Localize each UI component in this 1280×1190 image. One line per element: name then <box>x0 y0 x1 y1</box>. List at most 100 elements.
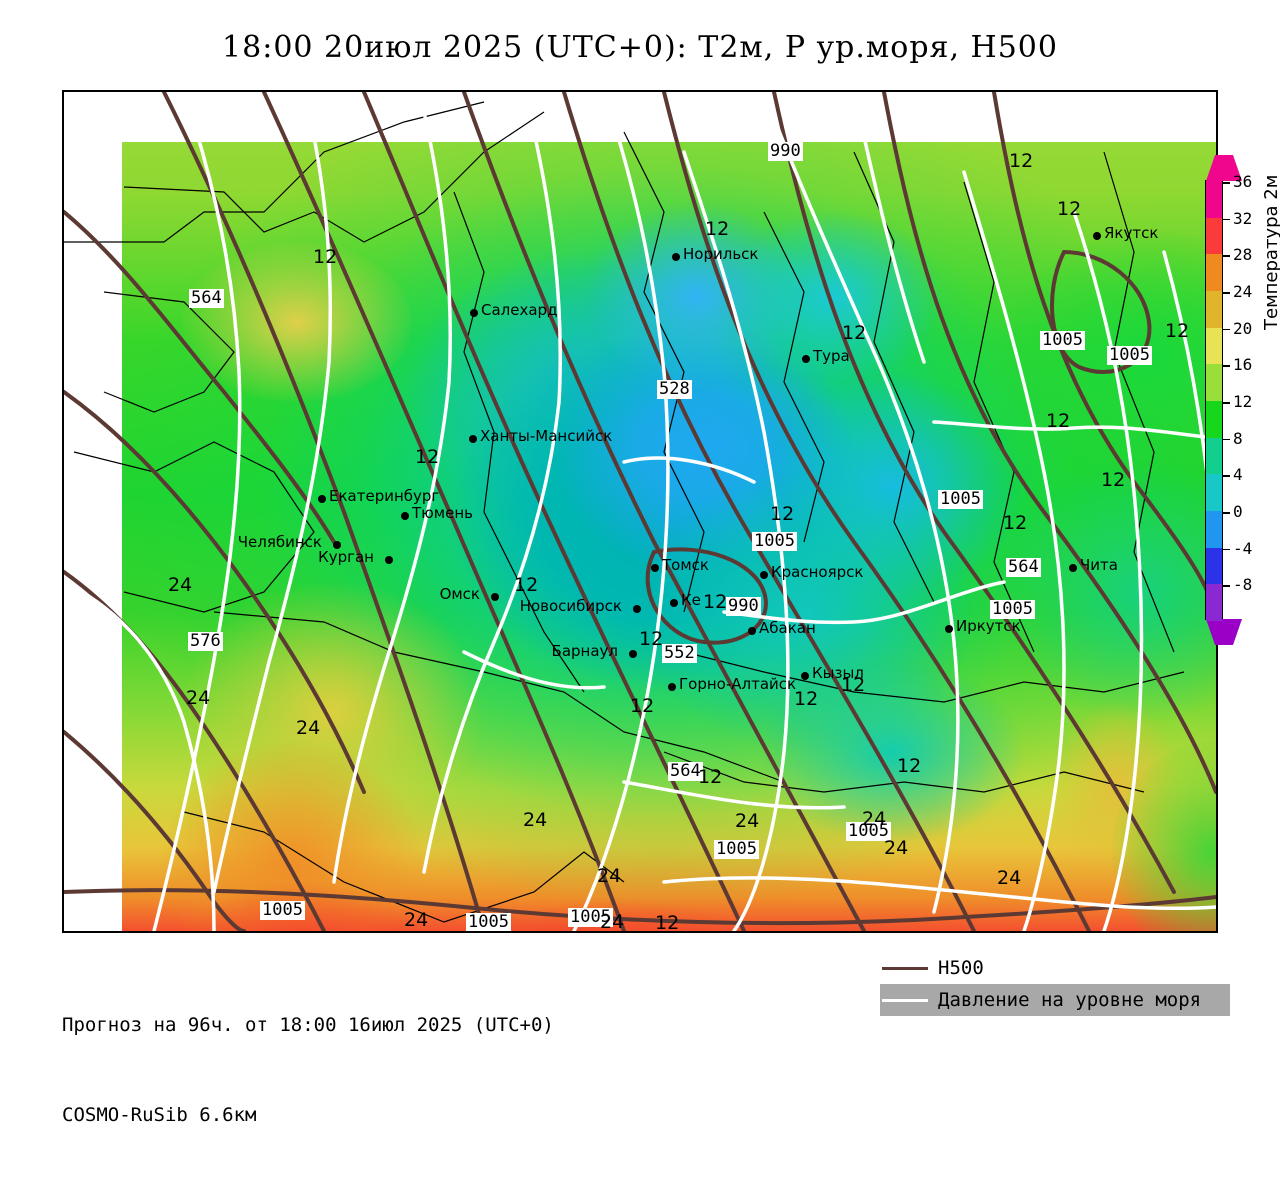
city-label: Якутск <box>1104 224 1159 242</box>
map-canvas: 990 1005 1005 1005 1005 1005 1005 1005 1005 1005 1… <box>64 92 1216 931</box>
temperature-contour-label: 24 <box>735 810 760 832</box>
h500-contour-label: 564 <box>189 288 224 308</box>
city-dot-icon <box>1069 564 1077 572</box>
city-label: Чита <box>1080 556 1118 574</box>
temperature-contour-label: 12 <box>655 912 680 932</box>
city-dot-icon <box>802 355 810 363</box>
colorbar-tick <box>1223 475 1230 477</box>
city-dot-icon <box>760 571 768 579</box>
temperature-contour-label: 24 <box>296 717 321 739</box>
mslp-contour-label: 1005 <box>990 599 1035 619</box>
city-dot-icon <box>668 683 676 691</box>
forecast-lead-text: Прогноз на 96ч. от 18:00 16июл 2025 (UTC… <box>62 1014 554 1036</box>
city-label: Новосибирск <box>519 597 622 615</box>
city-label: Ке <box>681 591 701 609</box>
temperature-contour-label: 12 <box>698 766 723 788</box>
colorbar-tick <box>1223 328 1230 331</box>
city-dot-icon <box>672 253 680 261</box>
colorbar-tick <box>1223 585 1230 587</box>
h500-legend-label: Н500 <box>938 957 984 979</box>
city-label: Абакан <box>759 619 816 637</box>
colorbar-tick-label: 8 <box>1233 428 1243 448</box>
temperature-contour-label: 12 <box>794 688 819 710</box>
colorbar-tick <box>1223 292 1230 294</box>
temperature-contour-label: 12 <box>770 503 795 525</box>
temperature-contour-label: 24 <box>186 687 211 709</box>
colorbar-tick <box>1223 548 1230 551</box>
temperature-contour-label: 24 <box>862 808 887 830</box>
temperature-contour-label: 24 <box>168 574 193 596</box>
temperature-contour-label: 12 <box>415 446 440 468</box>
mslp-contour-label: 990 <box>726 596 761 616</box>
city-dot-icon <box>318 495 326 503</box>
colorbar-segment <box>1206 401 1222 438</box>
city-dot-icon <box>333 541 341 549</box>
colorbar-tick-label: 12 <box>1233 392 1253 411</box>
legend-row-mslp: Давление на уровне моря <box>880 984 1230 1016</box>
mslp-contour-label: 1005 <box>714 839 759 859</box>
colorbar-tick-label: 20 <box>1233 318 1253 338</box>
mslp-line-swatch <box>882 999 928 1002</box>
h500-contour-label: 552 <box>662 643 697 663</box>
mslp-contours <box>64 92 1216 931</box>
map-frame[interactable]: 990 1005 1005 1005 1005 1005 1005 1005 1005 1005 1… <box>62 90 1218 933</box>
colorbar-over-arrow <box>1206 155 1242 181</box>
city-dot-icon <box>651 564 659 572</box>
temperature-blobs <box>122 142 1216 931</box>
colorbar-tick-label: 0 <box>1233 502 1243 521</box>
colorbar-segment <box>1206 327 1222 365</box>
temperature-contour-label: 24 <box>997 867 1022 889</box>
city-label: Норильск <box>683 245 759 263</box>
colorbar-strip <box>1205 155 1242 645</box>
legend-row-h500: Н500 <box>880 952 1230 984</box>
city-dot-icon <box>670 599 678 607</box>
colorbar-tick-label: -8 <box>1233 575 1253 595</box>
colorbar-segment <box>1206 547 1222 585</box>
city-label: Екатеринбург <box>329 487 440 505</box>
city-label: Кызыл <box>812 664 864 682</box>
city-dot-icon <box>385 556 393 564</box>
page-title: 18:00 20июл 2025 (UTC+0): Т2м, Р ур.моря… <box>222 30 1058 65</box>
city-dot-icon <box>401 512 409 520</box>
city-label: Челябинск <box>237 533 322 551</box>
city-dot-icon <box>1093 232 1101 240</box>
temperature-contour-label: 12 <box>1057 198 1082 220</box>
temperature-contour-label: 12 <box>1009 150 1034 172</box>
contour-overlay <box>64 92 1216 931</box>
mslp-contour-label: 1005 <box>752 531 797 551</box>
temperature-contour-label: 12 <box>841 674 866 696</box>
temperature-contour-label: 12 <box>1165 320 1190 342</box>
colorbar-segment <box>1206 364 1222 401</box>
colorbar-segment <box>1206 181 1222 218</box>
colorbar-tick <box>1223 402 1230 404</box>
city-label: Красноярск <box>771 563 864 581</box>
mslp-contour-label: 1005 <box>568 907 613 927</box>
mslp-contour-label: 1005 <box>1107 345 1152 365</box>
city-label: Тура <box>813 347 850 365</box>
colorbar-tick-label: 32 <box>1233 208 1253 228</box>
city-label: Курган <box>318 548 374 566</box>
city-label: Горно-Алтайск <box>679 675 797 693</box>
mslp-contour-label: 1005 <box>260 900 305 920</box>
city-label: Омск <box>439 585 480 603</box>
temperature-contour-label: 24 <box>600 911 625 932</box>
city-label: Ханты-Мансийск <box>480 427 613 445</box>
colorbar-segment <box>1206 474 1222 511</box>
h500-contours <box>64 92 1216 931</box>
temperature-contour-label: 12 <box>1101 469 1126 491</box>
colorbar-tick <box>1223 182 1230 184</box>
colorbar-tick <box>1223 365 1230 367</box>
map-legend: Н500 Давление на уровне моря <box>880 952 1230 1016</box>
city-dot-icon <box>491 593 499 601</box>
city-label: Томск <box>662 556 709 574</box>
colorbar-tick <box>1223 438 1230 441</box>
mslp-contour-label: 990 <box>768 141 803 161</box>
city-label: Барнаул <box>551 642 618 660</box>
colorbar-segment <box>1206 511 1222 548</box>
colorbar-segment <box>1206 217 1222 255</box>
temperature-contour-label: 12 <box>639 628 664 650</box>
colorbar-under-arrow <box>1206 619 1242 645</box>
colorbar[interactable]: 36 32 28 24 20 16 12 8 4 0 -4 -8 Температура 2м <box>1205 155 1280 660</box>
mslp-contour-label: 1005 <box>846 821 891 841</box>
temperature-contour-label: 12 <box>313 246 338 268</box>
